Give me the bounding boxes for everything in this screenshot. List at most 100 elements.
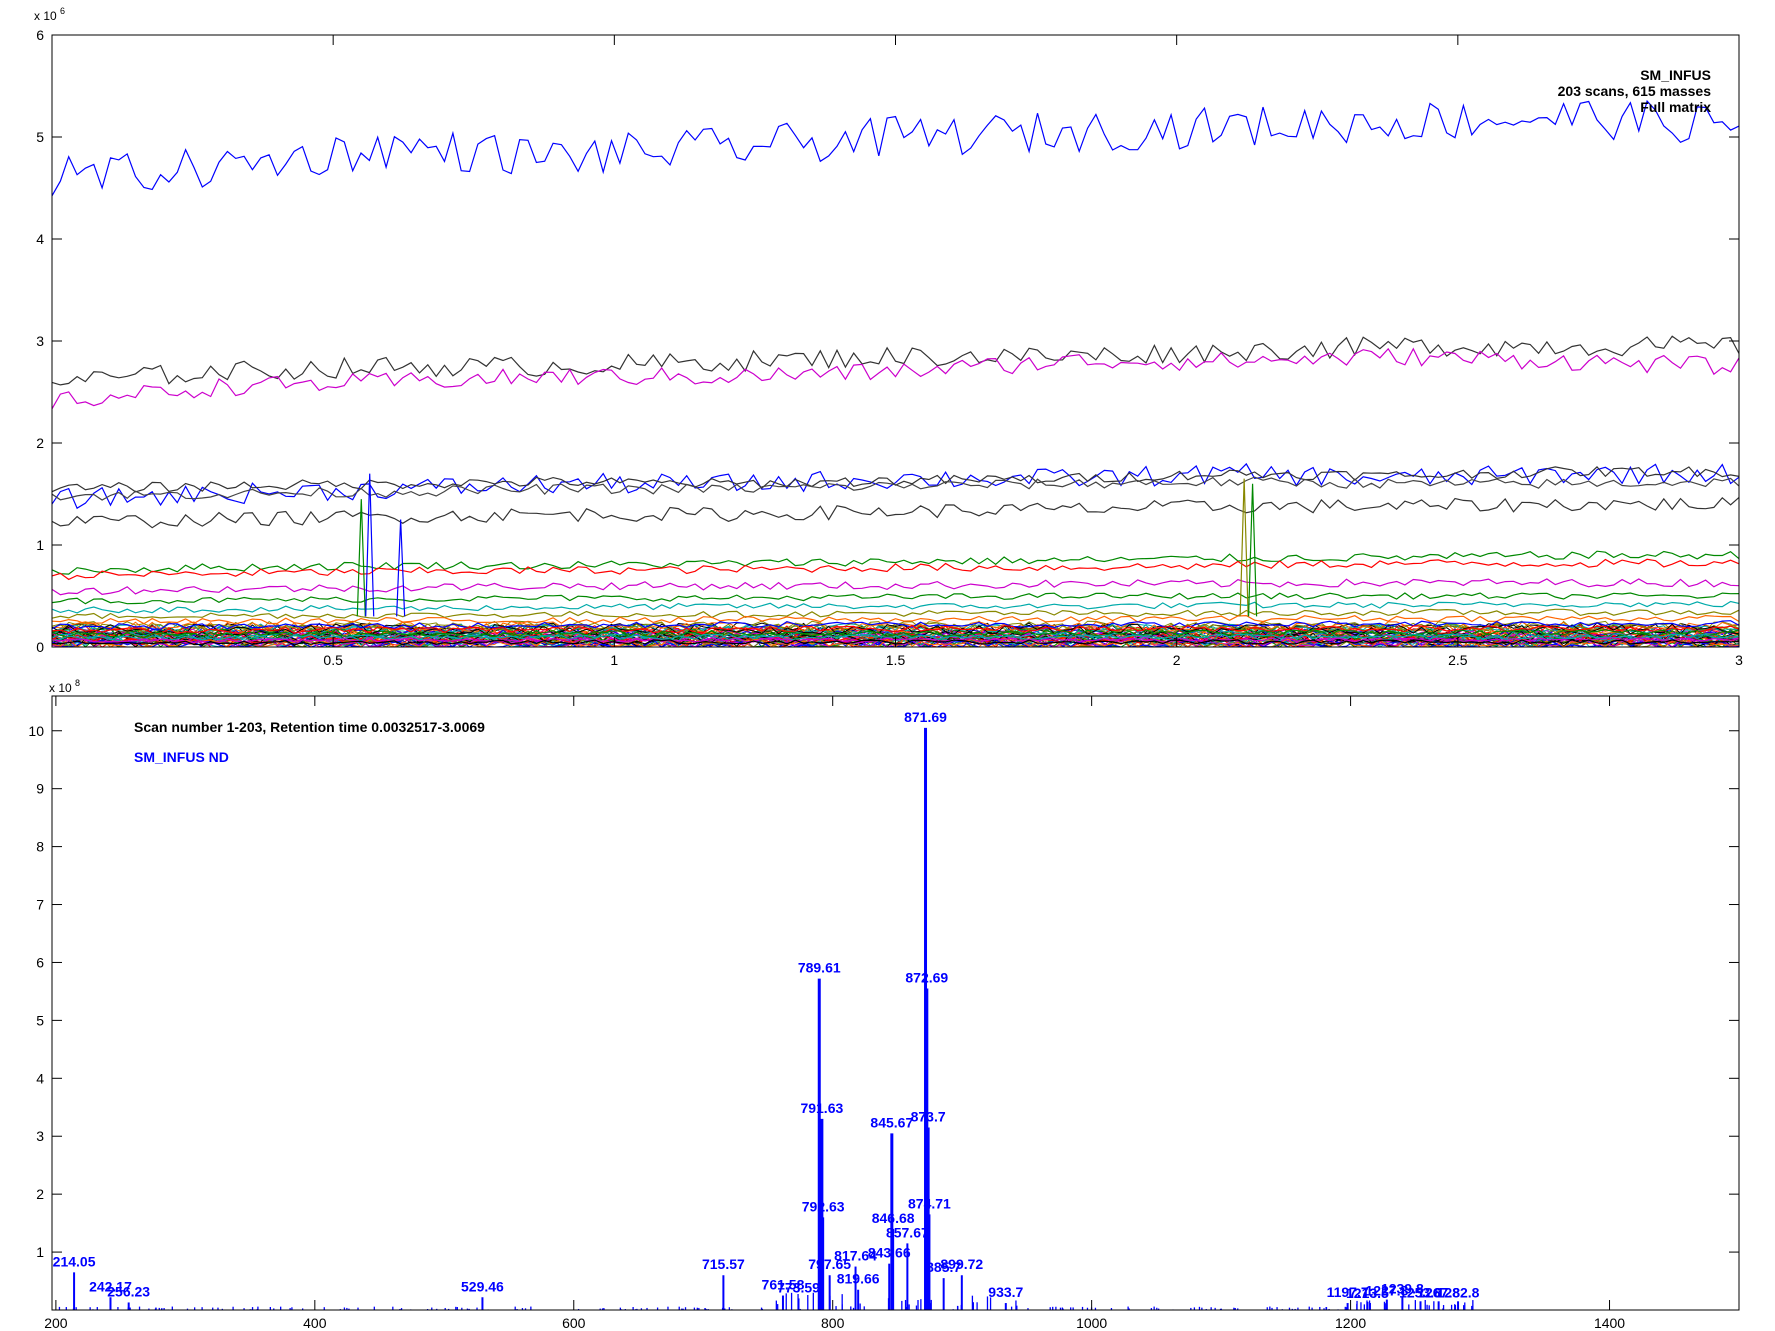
chromatogram-series-16	[51, 629, 1740, 639]
bottom-axes-box	[51, 695, 1740, 1311]
bottom-y-tick-label: 5	[36, 1012, 44, 1028]
chromatogram-series-8	[51, 558, 1740, 581]
top-y-tick-label: 3	[36, 333, 44, 349]
top-x-tick-label: 1	[610, 652, 618, 668]
chromatogram-series-0	[51, 99, 1740, 197]
peak-label: 819.66	[837, 1271, 880, 1287]
peak-label: 214.05	[53, 1253, 96, 1269]
bottom-y-tick-label: 4	[36, 1070, 44, 1086]
bottom-x-tick-label: 600	[562, 1315, 586, 1331]
spectrum-subtitle: SM_INFUS ND	[134, 749, 229, 765]
bottom-y-tick-label: 10	[28, 723, 44, 739]
cluster-peak-label: 1282.8	[1437, 1284, 1480, 1300]
bottom-x-tick-label: 1200	[1335, 1315, 1366, 1331]
spike-2	[396, 519, 406, 617]
chromatogram-series-14	[51, 620, 1740, 630]
chromatogram-series-11	[51, 600, 1740, 614]
cluster-peak-label: 1253.8	[1399, 1284, 1442, 1300]
bottom-y-tick-label: 1	[36, 1244, 44, 1260]
chromatogram-series-7	[51, 550, 1740, 575]
peak-label: 899.72	[940, 1256, 983, 1272]
bottom-y-multiplier: x 10 8	[49, 678, 80, 695]
bottom-x-tick-label: 1400	[1594, 1315, 1625, 1331]
peak-label: 789.61	[798, 960, 841, 976]
peak-label: 857.67	[886, 1224, 929, 1240]
peak-label: 773.59	[777, 1279, 820, 1295]
spike-1	[365, 473, 375, 617]
bottom-y-tick-label: 3	[36, 1128, 44, 1144]
bottom-y-tick-label: 7	[36, 897, 44, 913]
chromatogram-plot: 0.5 1 1.5 2 2.5 3 0 1 2 3 4 5 6 x 10 6 SM_INFUS 203 …	[34, 6, 1743, 668]
peak-label: 872.69	[905, 970, 948, 986]
peak-label: 874.71	[908, 1195, 951, 1211]
background-trace	[51, 630, 1740, 642]
peak-label: 791.63	[800, 1100, 843, 1116]
bottom-y-tick-label: 6	[36, 954, 44, 970]
peak-label: 871.69	[904, 709, 947, 725]
chromatogram-axes: 0.5 1 1.5 2 2.5 3 0 1 2 3 4 5 6	[36, 27, 1743, 668]
chromatogram-series-10	[51, 592, 1740, 605]
top-x-tick-label: 1.5	[886, 652, 906, 668]
peak-label: 846.68	[872, 1210, 915, 1226]
chromatogram-series-13	[51, 614, 1740, 625]
top-y-tick-label: 0	[36, 639, 44, 655]
cluster-peak-label: 1267.8	[1417, 1284, 1460, 1300]
peak-label: 843.66	[868, 1245, 911, 1261]
top-x-tick-label: 2	[1173, 652, 1181, 668]
bottom-x-tick-label: 1000	[1076, 1315, 1107, 1331]
chromatogram-series-17	[51, 633, 1740, 641]
top-y-tick-label: 1	[36, 537, 44, 553]
peak-label: 715.57	[702, 1256, 745, 1272]
top-x-tick-label: 0.5	[323, 652, 343, 668]
bottom-y-tick-label: 9	[36, 781, 44, 797]
cluster-peak-label: 1239.8	[1381, 1280, 1424, 1296]
bottom-y-tick-label: 2	[36, 1186, 44, 1202]
spectrum-axes: 200 400 600 800 1000 1200 1400 1 2 3 4 5 6 7 8 9 10	[28, 695, 1740, 1331]
peak-label: 256.23	[107, 1283, 150, 1299]
info-line-matrix: Full matrix	[1640, 99, 1711, 115]
top-y-tick-label: 2	[36, 435, 44, 451]
bottom-x-tick-label: 200	[44, 1315, 68, 1331]
top-y-multiplier: x 10 6	[34, 6, 65, 23]
cluster-peak-label: 1227.8	[1365, 1283, 1408, 1299]
peak-label: 873.7	[911, 1109, 946, 1125]
peak-label: 792.63	[802, 1198, 845, 1214]
peak-label: 933.7	[988, 1284, 1023, 1300]
chromatogram-series-1	[51, 335, 1740, 386]
chromatogram-series-15	[51, 624, 1740, 635]
cluster-peak-label: 1213.5	[1346, 1285, 1389, 1301]
top-x-tick-label: 3	[1735, 652, 1743, 668]
peak-label: 1197.7	[1327, 1284, 1369, 1300]
top-y-tick-label: 5	[36, 129, 44, 145]
chromatogram-series-6	[51, 496, 1740, 529]
spike-0	[356, 499, 366, 617]
bottom-y-tick-label: 8	[36, 839, 44, 855]
peak-label: 885.7	[926, 1259, 961, 1275]
background-trace	[51, 623, 1740, 635]
peak-label: 242.17	[89, 1278, 132, 1294]
spike-3	[1239, 478, 1249, 617]
spike-4	[1247, 483, 1258, 617]
chromatogram-series-5	[51, 476, 1740, 501]
chromatogram-series-12	[51, 608, 1740, 620]
chromatogram-series-3	[51, 462, 1740, 510]
bottom-x-tick-label: 400	[303, 1315, 327, 1331]
top-x-tick-label: 2.5	[1448, 652, 1468, 668]
peak-label: 761.58	[762, 1277, 805, 1293]
top-y-tick-label: 6	[36, 27, 44, 43]
chromatogram-series-2	[51, 347, 1740, 410]
peak-label: 845.67	[870, 1114, 913, 1130]
top-y-tick-label: 4	[36, 231, 44, 247]
background-trace	[51, 623, 1740, 635]
peak-label: 797.65	[808, 1256, 851, 1272]
chromatogram-series-9	[51, 578, 1740, 596]
info-line-scans: 203 scans, 615 masses	[1558, 83, 1712, 99]
bottom-x-tick-label: 800	[821, 1315, 845, 1331]
spectrum-title: Scan number 1-203, Retention time 0.0032…	[134, 719, 485, 735]
info-line-dataset: SM_INFUS	[1640, 67, 1711, 83]
peak-label: 529.46	[461, 1278, 504, 1294]
